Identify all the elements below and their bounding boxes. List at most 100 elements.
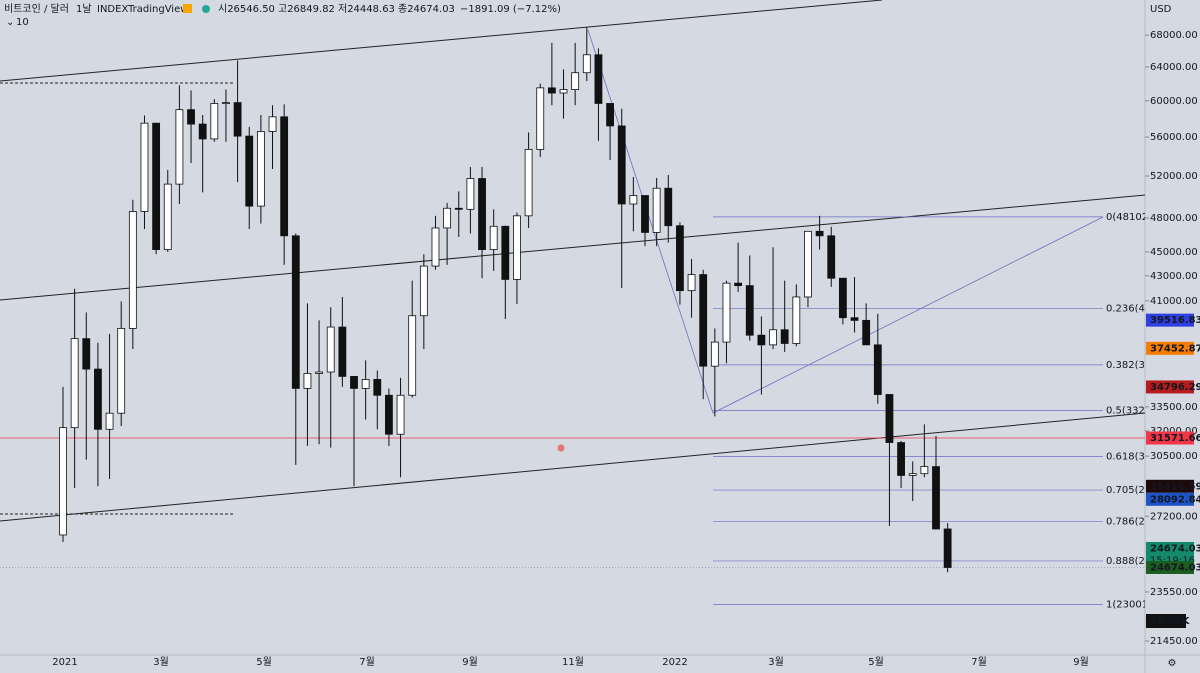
candle-body [361,378,370,389]
y-tick-label: 33500.00 [1150,402,1198,413]
x-tick-label: 2021 [52,657,77,668]
candle-body [559,89,568,94]
price-tag [1146,492,1194,506]
status-dot [202,5,210,13]
candle-body [303,373,312,389]
platform: TradingView [127,4,188,15]
x-tick-label: 5월 [256,656,272,668]
candle-body [629,195,638,205]
price-tag-label: 37452.87 [1150,343,1200,354]
candle-body [210,103,219,140]
y-tick-label: 68000.00 [1150,30,1198,41]
ohlc-low: 저24448.63 [338,3,395,15]
candle-body [198,123,207,140]
candle-body [722,282,731,343]
candle-body [606,103,614,127]
candle-body [94,368,102,430]
price-tag-label: 31571.66 [1150,433,1200,444]
candle-body [699,274,708,367]
y-tick-label: 45000.00 [1150,247,1198,258]
candle-body [501,225,510,280]
candle-body [187,109,195,125]
candle-body [489,225,498,250]
y-tick-label: 56000.00 [1150,132,1198,143]
candle-body [373,378,382,396]
candle-body [222,102,230,104]
interval[interactable]: 1날 [76,3,92,15]
candle-body [431,227,440,267]
symbol[interactable]: 비트코인 / 달러 [4,3,69,15]
candle-body [792,296,801,344]
candle-body [350,376,358,389]
ohlc-close: 종24674.03 [398,3,455,15]
candle-body [105,412,114,430]
y-tick-label: 30500.00 [1150,451,1198,462]
x-tick-label: 11월 [562,656,584,668]
settings[interactable]: ⚙ [1168,658,1177,669]
candle-body [59,427,67,536]
candle-body [82,338,91,370]
trend-line [0,0,883,82]
price-tag-label: 34796.29 [1150,382,1200,393]
candle-body [710,341,719,367]
currency[interactable]: USD [1150,4,1172,15]
price-tag-label: 24674.03 [1150,562,1200,573]
candle-body [443,207,452,229]
candle-body [163,183,172,250]
y-tick-label: 32000.00 [1150,426,1198,437]
candle-body [524,148,533,217]
fib-label: 0.888(24982 [1106,556,1170,567]
candle-body [338,326,347,377]
candle-body [873,344,882,395]
candle-body [676,225,684,292]
toggle[interactable]: ⌄ [6,17,14,28]
x-tick-label: 3월 [768,656,784,668]
y-tick-label: 41000.00 [1150,296,1198,307]
candle-body [757,334,766,346]
price-tag [1146,479,1194,493]
candle-body [897,442,905,476]
candle-body [617,125,626,205]
x-tick-label: 7월 [359,656,375,668]
candle-body [117,328,126,414]
candle-body [128,211,137,329]
candle-body [664,187,673,227]
price-tag [1146,431,1194,445]
candle-body [838,277,847,319]
price-tag [1146,341,1194,355]
candle-body [466,178,475,210]
candle-body [932,466,940,530]
x-tick-label: 3월 [153,656,169,668]
candle-body [582,54,591,74]
price-tag-label: 28092.84 [1150,494,1200,505]
candle-body [454,207,463,210]
x-tick-label: 9월 [462,656,478,668]
candle-body [652,187,661,233]
y-tick-label: 43000.00 [1150,271,1198,282]
candle-body [920,466,929,475]
price-tag [1146,313,1194,327]
x-tick-label: 2022 [662,657,687,668]
candle-body [804,230,812,298]
candle-body [594,54,603,104]
candle-body [396,394,405,435]
y-tick-label: 23550.00 [1150,587,1198,598]
ohlc-high: 고26849.82 [278,4,335,15]
fib-label: 0.618(30489 [1106,451,1170,462]
icon [183,4,192,13]
icon [557,444,565,452]
drawings [0,0,1145,522]
fib-label: 0.382(36288 [1106,360,1170,371]
fib-label: 0(48102.47) [1106,212,1168,223]
candle-body [734,282,743,287]
candle-body [536,87,545,150]
y-tick-label: 64000.00 [1150,62,1198,73]
fib-label: 1(23001.09) [1106,599,1168,610]
candle-body [850,317,859,321]
candle-body [408,315,417,396]
trend-line [0,194,1145,301]
candle-body [513,215,521,280]
candle-body [547,87,556,94]
candle-body [571,72,580,90]
